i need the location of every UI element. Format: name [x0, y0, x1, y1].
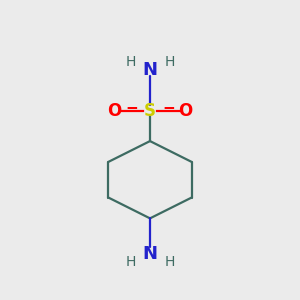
Text: S: S [144, 102, 156, 120]
Text: N: N [142, 61, 158, 79]
Text: =: = [162, 102, 175, 117]
Text: =: = [125, 102, 138, 117]
Text: H: H [164, 55, 175, 69]
Text: N: N [142, 245, 158, 263]
Text: H: H [125, 255, 136, 269]
Text: O: O [178, 102, 193, 120]
Text: H: H [125, 55, 136, 69]
Text: O: O [107, 102, 122, 120]
Text: H: H [164, 255, 175, 269]
